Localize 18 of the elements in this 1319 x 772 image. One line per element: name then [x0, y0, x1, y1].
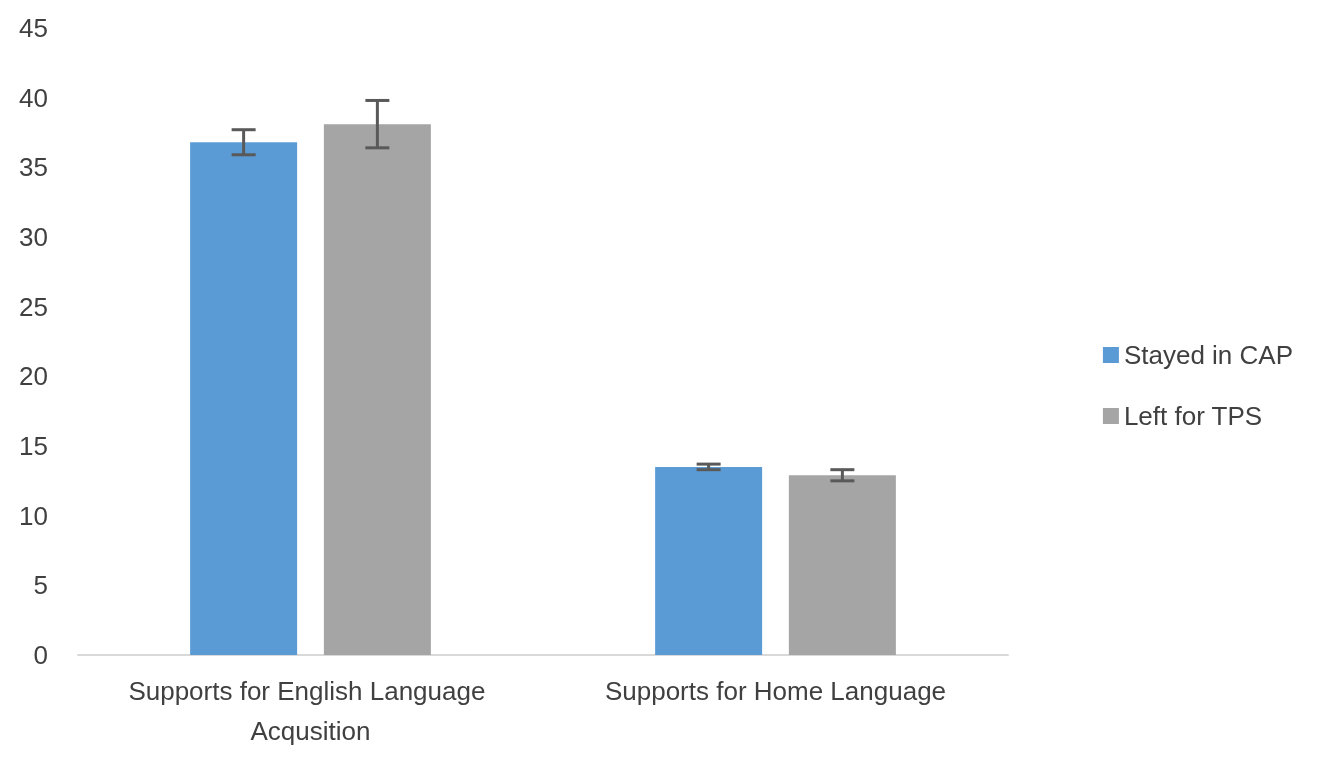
- bar: [655, 466, 763, 655]
- legend-label: Left for TPS: [1123, 401, 1263, 431]
- y-tick-label: 30: [19, 222, 48, 252]
- y-tick-label: 40: [19, 82, 48, 113]
- x-tick-label: Supports for Home Language: [604, 676, 947, 706]
- y-tick-label: 10: [19, 500, 48, 531]
- legend-label: Stayed in CAP: [1123, 340, 1293, 370]
- bar: [788, 475, 896, 655]
- y-tick-label: 45: [19, 13, 48, 43]
- y-tick-label: 15: [19, 431, 48, 461]
- bar: [190, 142, 298, 655]
- y-tick-label: 20: [19, 361, 48, 392]
- y-tick-label: 5: [33, 570, 48, 601]
- y-tick-label: 0: [33, 640, 48, 670]
- x-tick-label: Supports for English Language Acqusition: [128, 676, 493, 746]
- y-tick-label: 35: [19, 152, 48, 183]
- bar: [323, 124, 431, 655]
- y-tick-label: 25: [19, 291, 48, 322]
